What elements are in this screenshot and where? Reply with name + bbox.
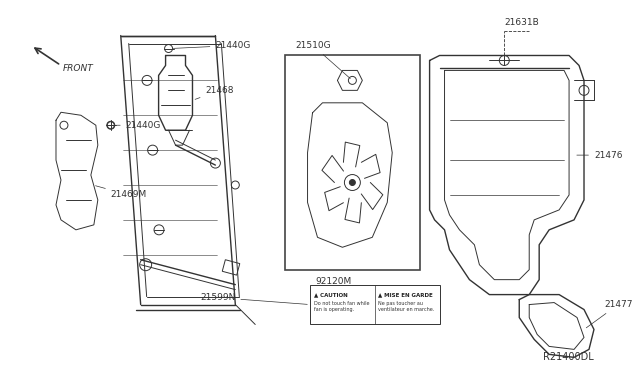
Text: fan is operating.: fan is operating. [314, 307, 354, 311]
Text: Ne pas toucher au: Ne pas toucher au [378, 301, 423, 305]
Text: ▲ MISE EN GARDE: ▲ MISE EN GARDE [378, 293, 433, 298]
Text: 21510G: 21510G [295, 41, 350, 78]
Text: ▲ CAUTION: ▲ CAUTION [314, 293, 348, 298]
Text: 92120M: 92120M [315, 277, 351, 286]
Text: 21440G: 21440G [116, 121, 161, 130]
Text: 21476: 21476 [577, 151, 623, 160]
Text: ventilateur en marche.: ventilateur en marche. [378, 307, 434, 311]
Bar [222, 260, 240, 275]
Text: FRONT: FRONT [63, 64, 93, 73]
Text: 21477: 21477 [586, 300, 632, 328]
Bar [310, 285, 440, 324]
Text: 21468: 21468 [195, 86, 234, 99]
Text: Do not touch fan while: Do not touch fan while [314, 301, 369, 305]
Text: 21599N: 21599N [200, 293, 307, 304]
Text: 21440G: 21440G [173, 41, 251, 50]
Text: 21469M: 21469M [95, 186, 147, 199]
Text: R21400DL: R21400DL [543, 352, 594, 362]
Bar [285, 55, 420, 270]
Text: 21631B: 21631B [504, 18, 539, 27]
Circle shape [349, 180, 355, 186]
